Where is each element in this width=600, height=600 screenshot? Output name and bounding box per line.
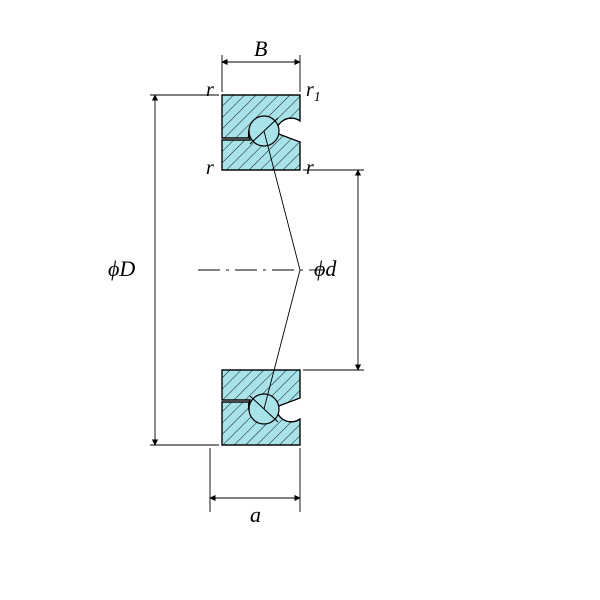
label-r-inner-left: r [206,158,214,178]
label-r1-top-right: r1 [306,80,321,105]
label-phiD: ϕD [108,258,135,280]
label-phid: ϕd [314,258,336,280]
upper-section [222,95,300,170]
label-r-top-left: r [206,80,214,100]
label-a: a [250,504,261,526]
diagram-svg [0,0,600,600]
label-r-inner-right: r [306,158,314,178]
label-B: B [254,38,267,60]
lower-section [222,131,300,445]
bearing-diagram: B ϕD ϕd a r r1 r r [0,0,600,600]
